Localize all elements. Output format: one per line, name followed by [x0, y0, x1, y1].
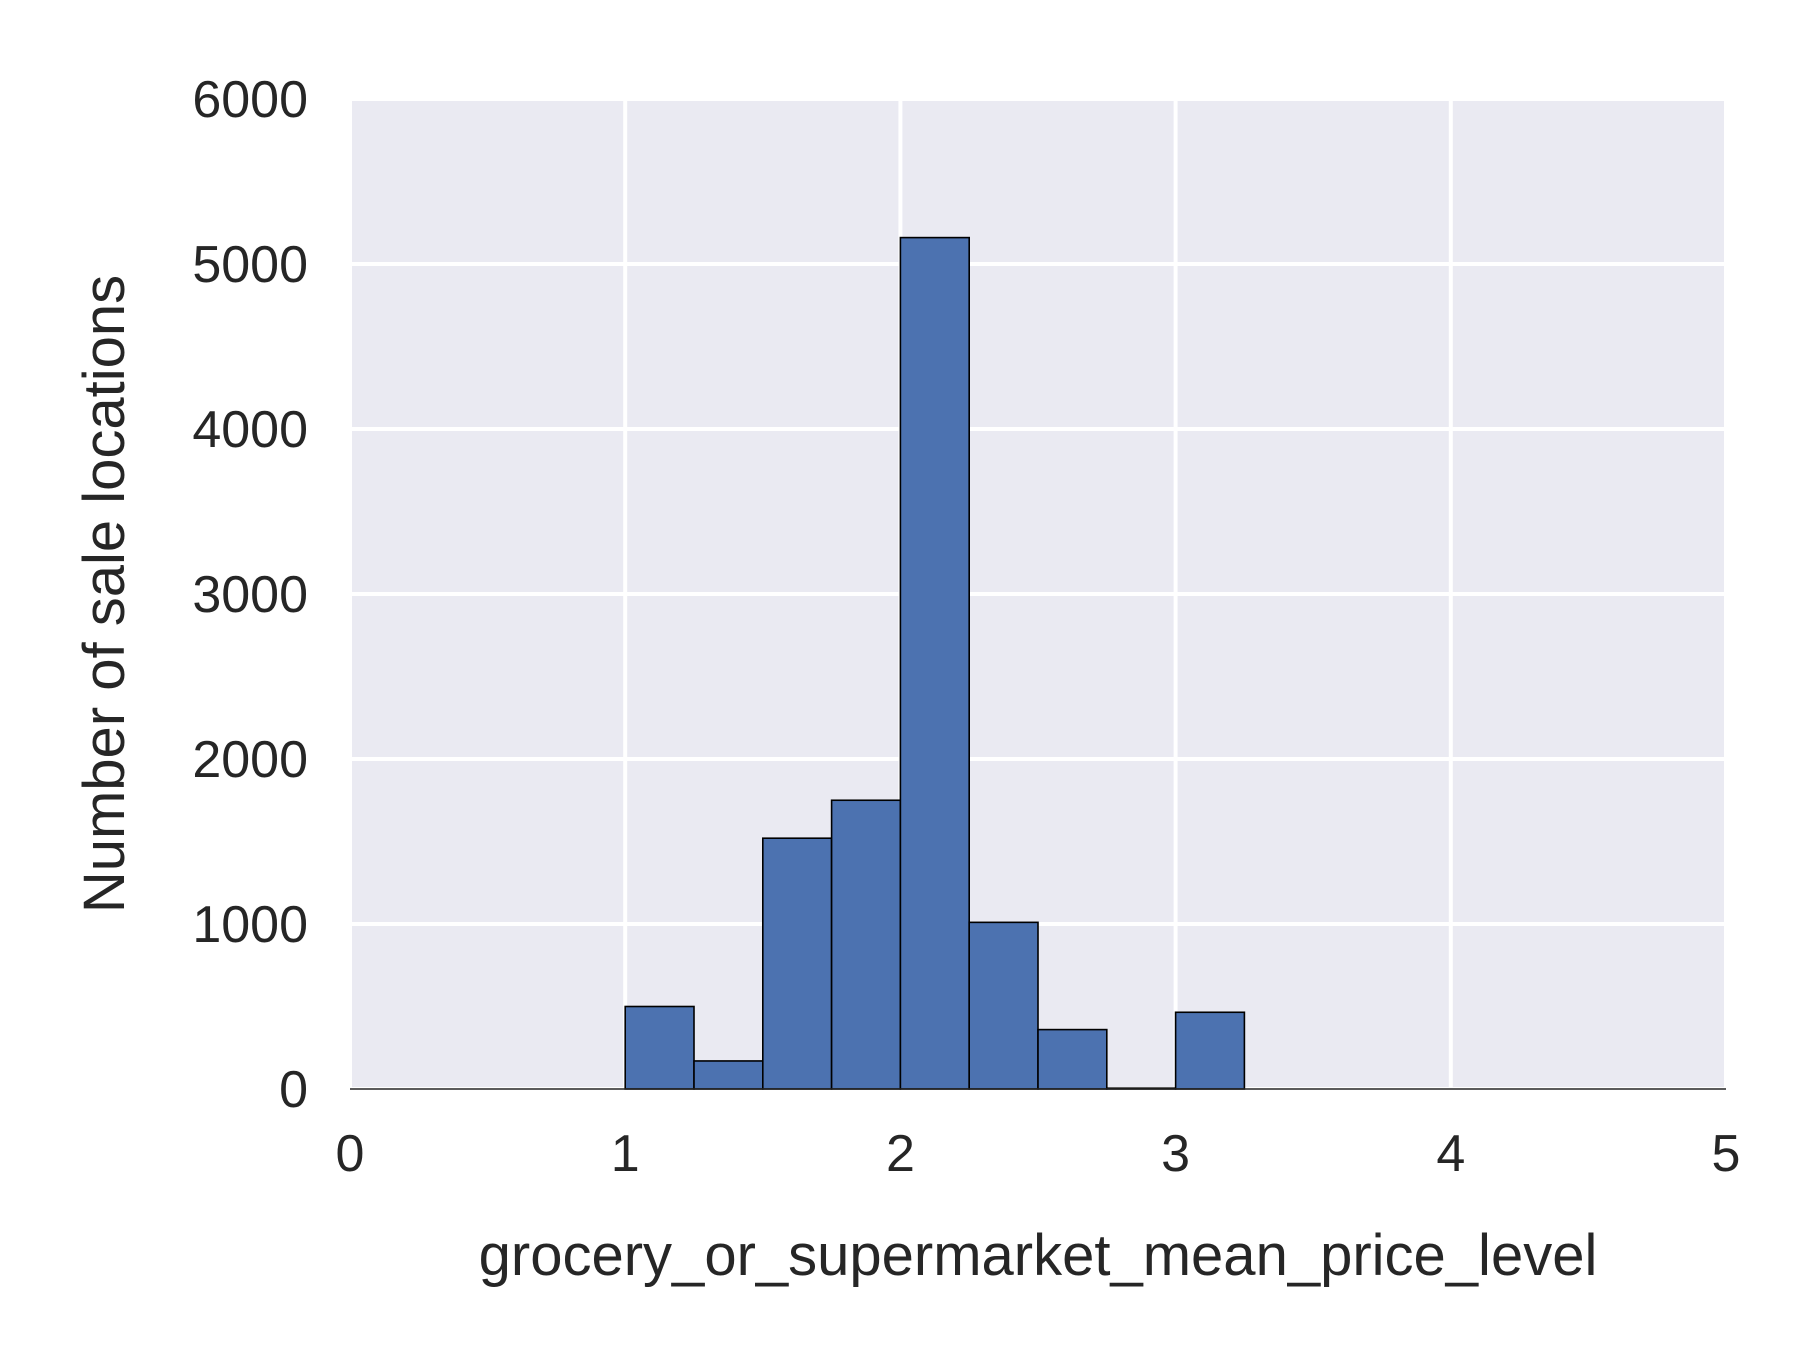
x-tick-label: 5	[1712, 1125, 1741, 1183]
histogram-bar	[1037, 1028, 1108, 1090]
y-tick-label: 6000	[192, 71, 308, 129]
y-axis-label: Number of sale locations	[72, 275, 137, 913]
x-tick-label: 4	[1436, 1125, 1465, 1183]
x-tick-label: 1	[611, 1125, 640, 1183]
x-tick-label: 0	[336, 1125, 365, 1183]
histogram-bar	[693, 1060, 764, 1090]
y-axis-ticks: 0 1000 2000 3000 4000 5000 6000	[192, 71, 308, 1119]
x-tick-label: 2	[886, 1125, 915, 1183]
histogram-bar	[624, 1005, 695, 1090]
y-tick-label: 5000	[192, 236, 308, 294]
histogram-bar	[830, 799, 902, 1090]
x-tick-label: 3	[1161, 1125, 1190, 1183]
y-tick-label: 2000	[192, 731, 308, 789]
y-tick-label: 3000	[192, 566, 308, 624]
histogram-bar	[1174, 1011, 1246, 1090]
y-tick-label: 0	[279, 1061, 308, 1119]
histogram-bars	[624, 236, 1246, 1090]
histogram-bar	[761, 837, 833, 1090]
x-axis-ticks: 0 1 2 3 4 5	[336, 1125, 1741, 1183]
histogram-bar	[899, 236, 971, 1090]
x-axis-label: grocery_or_supermarket_mean_price_level	[479, 1223, 1598, 1288]
y-tick-label: 4000	[192, 401, 308, 459]
y-tick-label: 1000	[192, 896, 308, 954]
histogram-bar	[968, 921, 1039, 1090]
